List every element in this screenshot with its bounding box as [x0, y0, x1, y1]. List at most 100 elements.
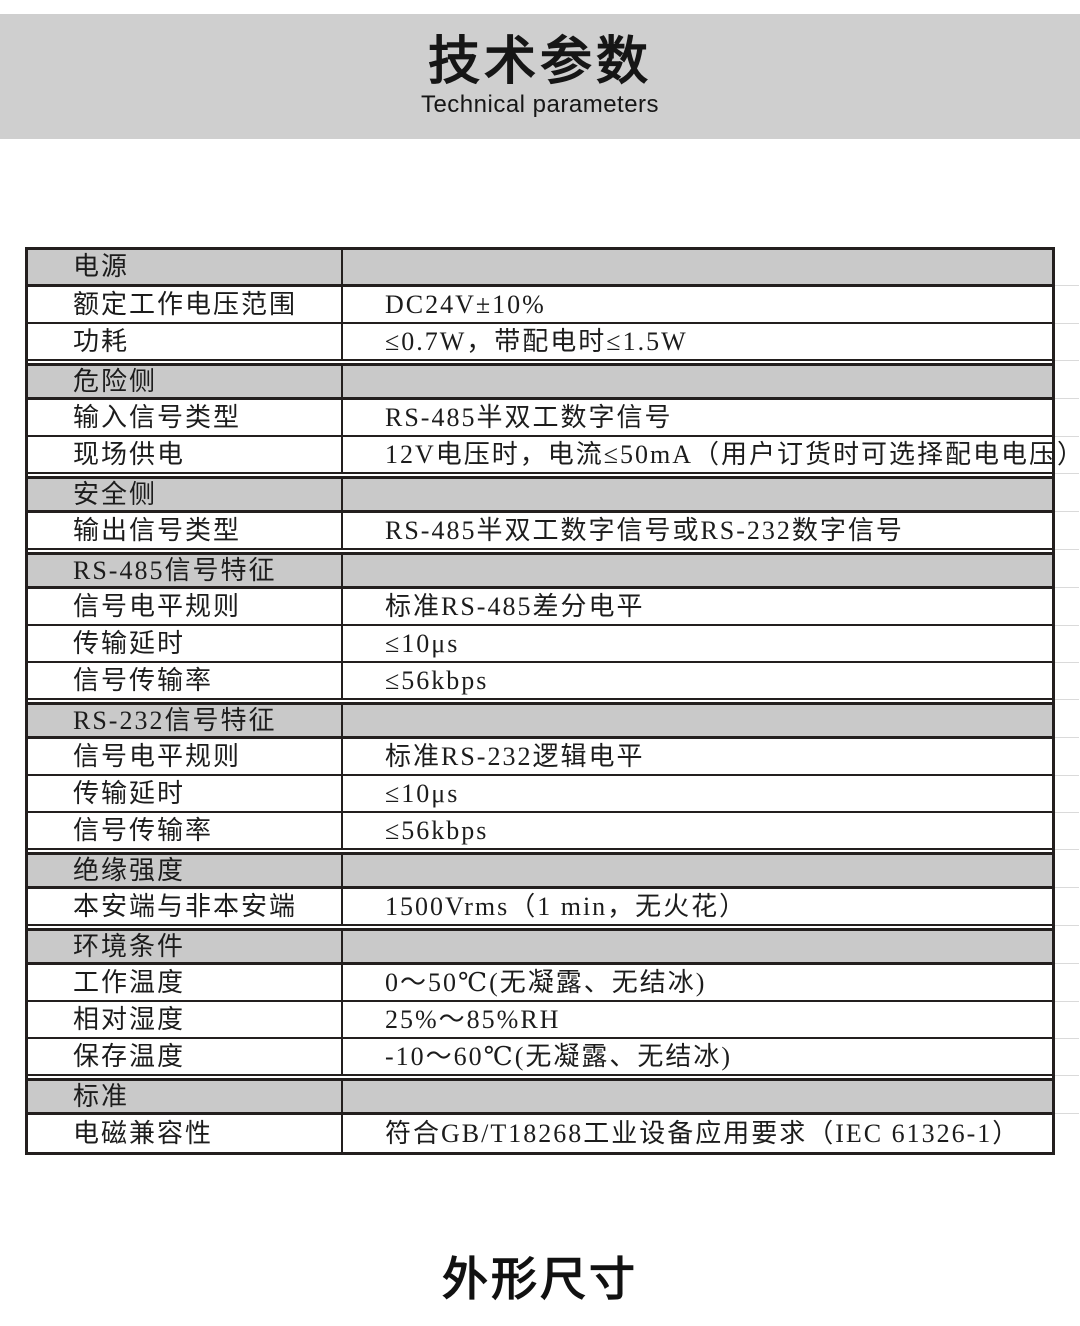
row-label-cell: 额定工作电压范围 [28, 287, 343, 322]
row-label-cell: RS-232信号特征 [28, 705, 343, 736]
row-label-cell: 信号传输率 [28, 813, 343, 848]
table-row: 保存温度 -10～60℃(无凝露、无结冰) [28, 1039, 1079, 1076]
row-label-cell: 信号电平规则 [28, 739, 343, 774]
row-value-cell: 0～50℃(无凝露、无结冰) [343, 965, 1052, 1000]
table-row: 绝缘强度 [28, 852, 1079, 889]
row-label: 输入信号类型 [73, 402, 242, 432]
row-label: 电磁兼容性 [73, 1118, 214, 1148]
row-label-cell: 信号电平规则 [28, 589, 343, 624]
row-value-cell: 1500Vrms（1 min，无火花） [343, 889, 1052, 924]
row-label: RS-485信号特征 [73, 555, 277, 585]
table-row: 危险侧 [28, 363, 1079, 400]
row-value-cell: 25%～85%RH [343, 1002, 1052, 1037]
row-label: 标准 [73, 1081, 130, 1111]
row-value-cell [343, 555, 1052, 586]
row-label: 环境条件 [73, 931, 186, 961]
row-value-cell [343, 479, 1052, 510]
table-row: 安全侧 [28, 476, 1079, 513]
row-label-cell: 信号传输率 [28, 663, 343, 698]
row-label-cell: 输入信号类型 [28, 400, 343, 435]
row-label: 安全侧 [73, 479, 158, 509]
row-label-cell: 工作温度 [28, 965, 343, 1000]
row-label-cell: RS-485信号特征 [28, 555, 343, 586]
row-label-cell: 相对湿度 [28, 1002, 343, 1037]
table-row: 传输延时 ≤10μs [28, 776, 1079, 813]
row-label: 绝缘强度 [73, 855, 186, 885]
row-label: 信号电平规则 [73, 741, 242, 771]
table-row: 信号传输率 ≤56kbps [28, 813, 1079, 850]
row-value: ≤56kbps [385, 815, 489, 845]
row-value-cell: ≤0.7W，带配电时≤1.5W [343, 324, 1052, 359]
table-row: RS-485信号特征 [28, 552, 1079, 589]
table-row: 传输延时 ≤10μs [28, 626, 1079, 663]
row-label: 输出信号类型 [73, 515, 242, 545]
table-row: 输出信号类型 RS-485半双工数字信号或RS-232数字信号 [28, 513, 1079, 550]
row-value: RS-485半双工数字信号或RS-232数字信号 [385, 515, 904, 545]
page-subtitle: Technical parameters [420, 90, 660, 118]
row-label: 电源 [73, 252, 130, 281]
table-row: 电源 [28, 250, 1079, 287]
table-row: 相对湿度 25%～85%RH [28, 1002, 1079, 1039]
row-label-cell: 电磁兼容性 [28, 1115, 343, 1152]
row-label: 现场供电 [73, 439, 186, 469]
row-label: 保存温度 [73, 1041, 186, 1071]
table-row: RS-232信号特征 [28, 702, 1079, 739]
row-label-cell: 本安端与非本安端 [28, 889, 343, 924]
table-row: 工作温度 0～50℃(无凝露、无结冰) [28, 965, 1079, 1002]
table-row: 功耗 ≤0.7W，带配电时≤1.5W [28, 324, 1079, 361]
row-value-cell: 标准RS-232逻辑电平 [343, 739, 1052, 774]
row-value: 标准RS-485差分电平 [385, 591, 645, 621]
row-label: 传输延时 [73, 778, 186, 808]
row-value: 符合GB/T18268工业设备应用要求（IEC 61326-1） [385, 1118, 1021, 1148]
row-value: ≤56kbps [385, 665, 489, 695]
row-label-cell: 安全侧 [28, 479, 343, 510]
row-label: 本安端与非本安端 [73, 891, 298, 921]
row-value-cell [343, 250, 1052, 284]
row-value-cell: DC24V±10% [343, 287, 1052, 322]
row-label: 工作温度 [73, 967, 186, 997]
row-label-cell: 电源 [28, 250, 343, 284]
table-row: 输入信号类型 RS-485半双工数字信号 [28, 400, 1079, 437]
row-value-cell [343, 1081, 1052, 1112]
row-value-cell: ≤56kbps [343, 663, 1052, 698]
table-row: 信号电平规则 标准RS-232逻辑电平 [28, 739, 1079, 776]
row-value: 12V电压时，电流≤50mA（用户订货时可选择配电电压） [385, 439, 1080, 469]
row-label: 危险侧 [73, 366, 158, 396]
row-value-cell: 标准RS-485差分电平 [343, 589, 1052, 624]
row-value-cell [343, 705, 1052, 736]
row-value: ≤10μs [385, 628, 460, 658]
row-value: DC24V±10% [385, 289, 546, 319]
row-label: RS-232信号特征 [73, 705, 277, 735]
row-label: 信号传输率 [73, 815, 214, 845]
table-row: 环境条件 [28, 928, 1079, 965]
table-row: 现场供电 12V电压时，电流≤50mA（用户订货时可选择配电电压） [28, 437, 1080, 474]
row-value: 标准RS-232逻辑电平 [385, 741, 645, 771]
row-label-cell: 环境条件 [28, 931, 343, 962]
table-row: 电磁兼容性 符合GB/T18268工业设备应用要求（IEC 61326-1） [28, 1115, 1052, 1152]
row-value-cell: -10～60℃(无凝露、无结冰) [343, 1039, 1052, 1074]
row-label: 额定工作电压范围 [73, 289, 298, 319]
row-label-cell: 功耗 [28, 324, 343, 359]
row-label-cell: 标准 [28, 1081, 343, 1112]
row-value: ≤0.7W，带配电时≤1.5W [385, 326, 688, 356]
row-label: 相对湿度 [73, 1004, 186, 1034]
header-band: 技术参数 Technical parameters [0, 14, 1080, 139]
row-value: -10～60℃(无凝露、无结冰) [385, 1041, 733, 1071]
row-value-cell: RS-485半双工数字信号或RS-232数字信号 [343, 513, 1052, 548]
row-value-cell: 12V电压时，电流≤50mA（用户订货时可选择配电电压） [343, 437, 1080, 472]
row-label-cell: 危险侧 [28, 366, 343, 397]
row-value-cell [343, 366, 1052, 397]
row-label-cell: 绝缘强度 [28, 855, 343, 886]
row-value-cell: RS-485半双工数字信号 [343, 400, 1052, 435]
row-value-cell: ≤10μs [343, 626, 1052, 661]
row-value-cell [343, 931, 1052, 962]
row-value-cell [343, 855, 1052, 886]
row-label: 传输延时 [73, 628, 186, 658]
row-label: 信号传输率 [73, 665, 214, 695]
table-row: 信号电平规则 标准RS-485差分电平 [28, 589, 1079, 626]
row-value: ≤10μs [385, 778, 460, 808]
row-value-cell: 符合GB/T18268工业设备应用要求（IEC 61326-1） [343, 1115, 1052, 1152]
table-row: 标准 [28, 1078, 1079, 1115]
technical-parameters-table: 电源 额定工作电压范围 DC24V±10% 功耗 ≤0.7W，带配电时≤1.5W… [25, 247, 1080, 1155]
